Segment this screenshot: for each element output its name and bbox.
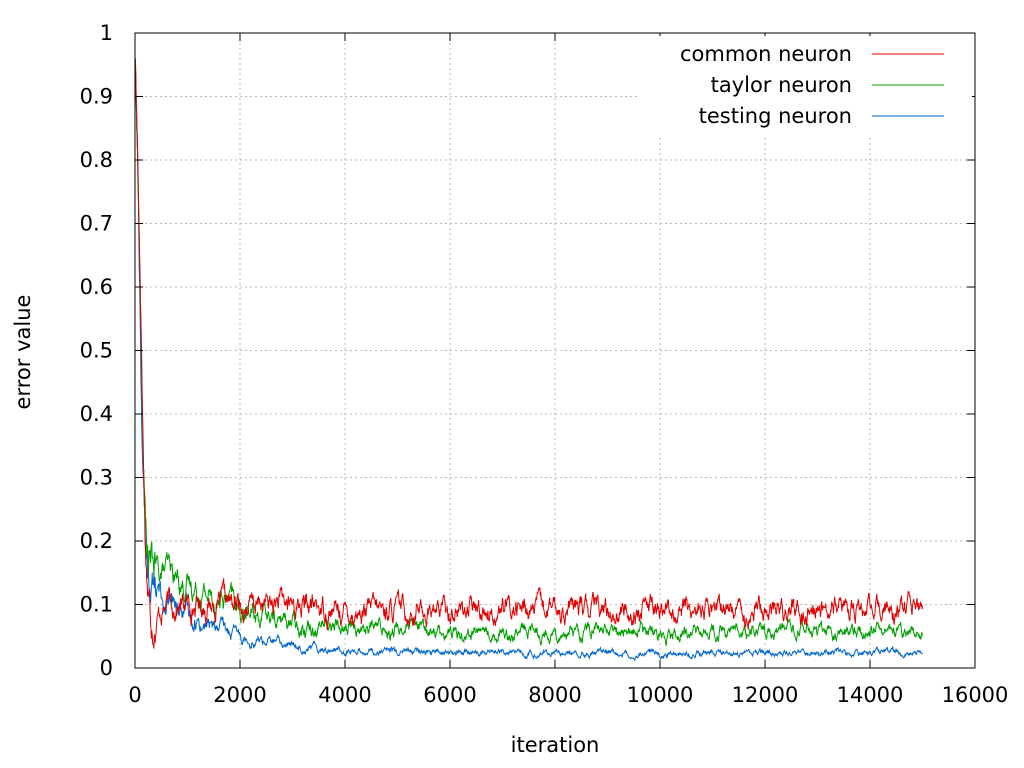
y-tick-label: 0.1 xyxy=(80,593,113,617)
y-tick-label: 0.9 xyxy=(80,85,113,109)
y-tick-label: 0.7 xyxy=(80,212,113,236)
x-tick-label: 0 xyxy=(128,683,141,707)
legend: common neuron taylor neuron testing neuron xyxy=(640,36,972,136)
y-tick-label: 1 xyxy=(100,21,113,45)
series-line-taylor-neuron xyxy=(134,57,923,646)
legend-label: testing neuron xyxy=(699,104,852,128)
series-layer xyxy=(134,57,923,662)
x-tick-label: 10000 xyxy=(627,683,694,707)
legend-label: common neuron xyxy=(680,42,852,66)
y-tick-label: 0.2 xyxy=(80,529,113,553)
tick-labels: 0 2000 4000 6000 8000 10000 12000 14000 16000 0 0.… xyxy=(80,21,1009,707)
x-tick-label: 16000 xyxy=(942,683,1009,707)
y-tick-label: 0.4 xyxy=(80,402,113,426)
x-tick-label: 14000 xyxy=(837,683,904,707)
series-line-testing-neuron xyxy=(134,57,923,662)
x-tick-label: 2000 xyxy=(213,683,266,707)
x-tick-label: 6000 xyxy=(423,683,476,707)
x-tick-label: 8000 xyxy=(528,683,581,707)
y-tick-label: 0.5 xyxy=(80,339,113,363)
x-tick-label: 4000 xyxy=(318,683,371,707)
y-tick-label: 0 xyxy=(100,656,113,680)
x-tick-label: 12000 xyxy=(732,683,799,707)
y-tick-label: 0.3 xyxy=(80,466,113,490)
series-line-common-neuron xyxy=(134,59,923,649)
y-tick-label: 0.8 xyxy=(80,148,113,172)
y-axis-label: error value xyxy=(11,295,35,410)
x-axis-label: iteration xyxy=(511,733,600,757)
y-tick-label: 0.6 xyxy=(80,275,113,299)
legend-label: taylor neuron xyxy=(711,73,852,97)
legend-background xyxy=(640,36,972,136)
